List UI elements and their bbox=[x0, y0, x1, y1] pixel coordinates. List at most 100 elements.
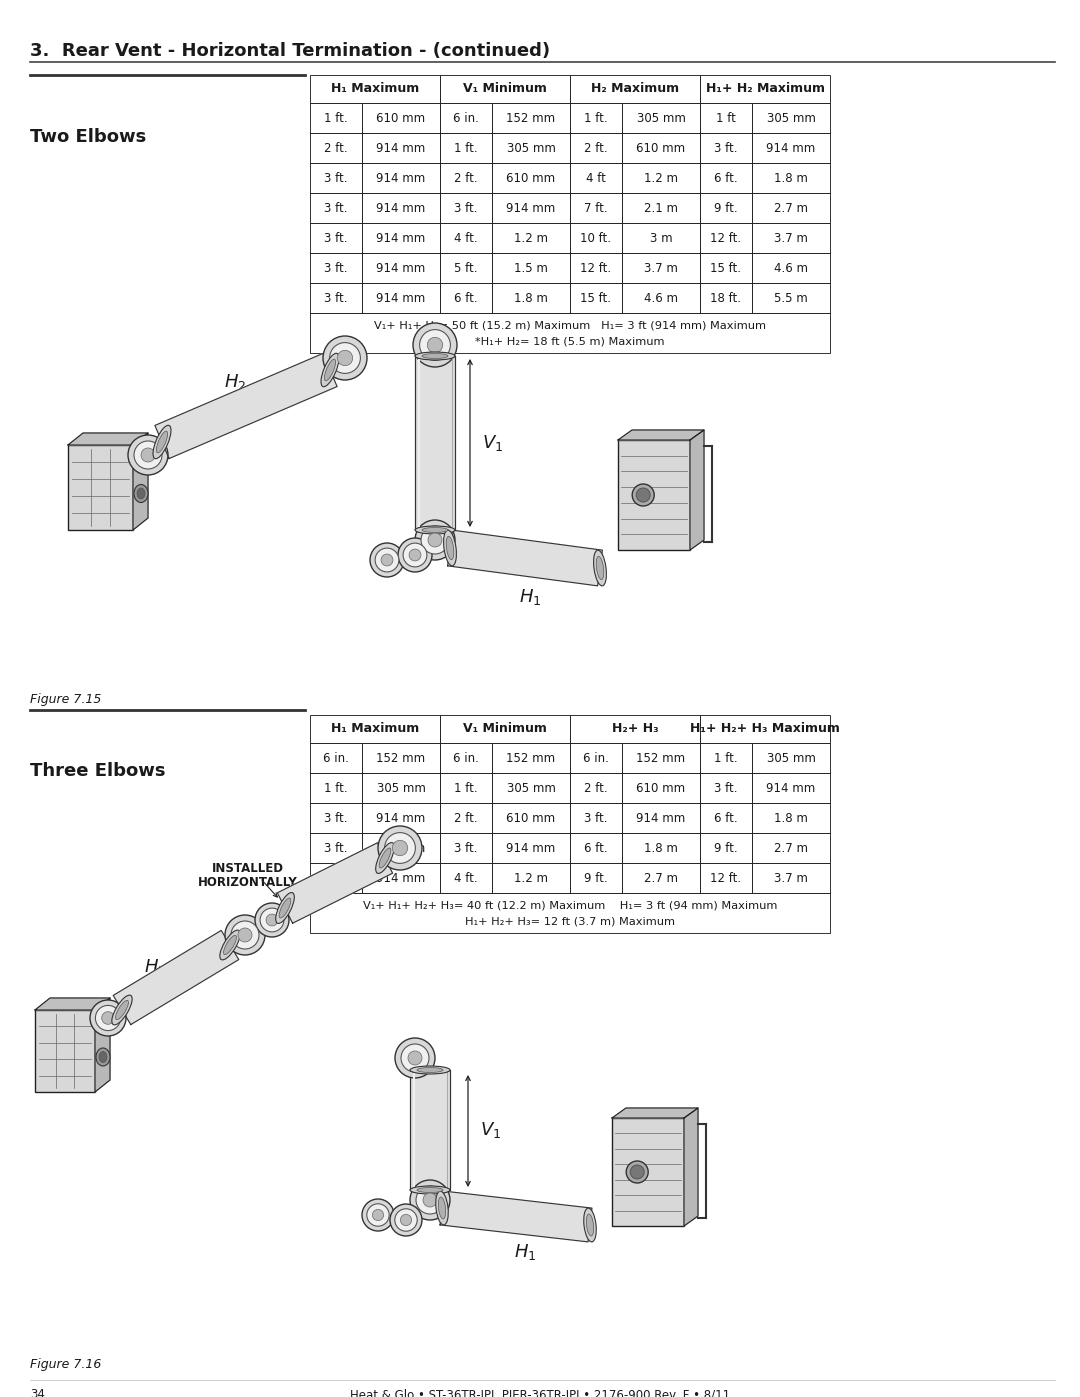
Text: 3.7 m: 3.7 m bbox=[774, 232, 808, 244]
Ellipse shape bbox=[324, 359, 336, 381]
Text: 4.6 m: 4.6 m bbox=[644, 292, 678, 305]
Bar bbox=[440, 284, 492, 313]
Ellipse shape bbox=[153, 425, 171, 458]
Bar bbox=[570, 253, 622, 284]
Bar bbox=[752, 863, 831, 893]
Ellipse shape bbox=[337, 351, 353, 366]
Text: 914 mm: 914 mm bbox=[376, 261, 426, 274]
Ellipse shape bbox=[435, 1192, 448, 1225]
Text: 152 mm: 152 mm bbox=[636, 752, 686, 764]
Text: H₂ Maximum: H₂ Maximum bbox=[591, 82, 679, 95]
Polygon shape bbox=[154, 353, 337, 458]
Text: 1.2 m: 1.2 m bbox=[644, 172, 678, 184]
Text: Figure 7.15: Figure 7.15 bbox=[30, 693, 102, 705]
Bar bbox=[752, 163, 831, 193]
Text: 1 ft.: 1 ft. bbox=[324, 112, 348, 124]
Ellipse shape bbox=[279, 898, 291, 918]
Ellipse shape bbox=[220, 930, 240, 960]
Bar bbox=[622, 163, 700, 193]
Bar bbox=[310, 133, 362, 163]
Text: 305 mm: 305 mm bbox=[636, 112, 686, 124]
Ellipse shape bbox=[90, 1000, 126, 1037]
Bar bbox=[700, 103, 752, 133]
Bar bbox=[570, 133, 622, 163]
Text: 2 ft.: 2 ft. bbox=[324, 141, 348, 155]
Text: $V_1$: $V_1$ bbox=[480, 1120, 501, 1140]
Polygon shape bbox=[278, 842, 393, 923]
Bar bbox=[492, 163, 570, 193]
Ellipse shape bbox=[428, 337, 443, 352]
Bar bbox=[570, 863, 622, 893]
Ellipse shape bbox=[413, 323, 457, 367]
Bar bbox=[700, 133, 752, 163]
Ellipse shape bbox=[112, 995, 132, 1025]
Ellipse shape bbox=[417, 1067, 443, 1073]
Bar bbox=[752, 284, 831, 313]
Polygon shape bbox=[440, 1192, 592, 1242]
Bar bbox=[362, 833, 440, 863]
Ellipse shape bbox=[632, 483, 654, 506]
Bar bbox=[622, 284, 700, 313]
Text: H₁+ H₂ Maximum: H₁+ H₂ Maximum bbox=[705, 82, 824, 95]
Bar bbox=[622, 253, 700, 284]
Text: 3 ft.: 3 ft. bbox=[714, 141, 738, 155]
Text: 3 ft.: 3 ft. bbox=[324, 201, 348, 215]
Text: V₁+ H₁+ H₂+ H₃= 40 ft (12.2 m) Maximum    H₁= 3 ft (94 mm) Maximum: V₁+ H₁+ H₂+ H₃= 40 ft (12.2 m) Maximum H… bbox=[363, 900, 778, 909]
Bar bbox=[752, 224, 831, 253]
Bar bbox=[362, 103, 440, 133]
Bar bbox=[612, 1118, 684, 1227]
Ellipse shape bbox=[379, 848, 391, 868]
Bar bbox=[440, 863, 492, 893]
Text: 3.7 m: 3.7 m bbox=[774, 872, 808, 884]
Text: 1.2 m: 1.2 m bbox=[514, 872, 548, 884]
Text: 3 ft.: 3 ft. bbox=[714, 781, 738, 795]
Text: 914 mm: 914 mm bbox=[376, 292, 426, 305]
Text: 914 mm: 914 mm bbox=[376, 812, 426, 824]
Bar bbox=[440, 743, 492, 773]
Text: 15 ft.: 15 ft. bbox=[581, 292, 611, 305]
Bar bbox=[362, 133, 440, 163]
Ellipse shape bbox=[367, 1204, 389, 1227]
Ellipse shape bbox=[409, 549, 421, 562]
Ellipse shape bbox=[594, 550, 606, 585]
Bar bbox=[570, 103, 622, 133]
Bar bbox=[570, 715, 700, 743]
Bar bbox=[622, 193, 700, 224]
Text: 914 mm: 914 mm bbox=[767, 781, 815, 795]
Ellipse shape bbox=[438, 1197, 446, 1220]
Bar bbox=[310, 715, 440, 743]
Ellipse shape bbox=[636, 488, 650, 502]
Text: 2.7 m: 2.7 m bbox=[774, 201, 808, 215]
Bar bbox=[310, 313, 831, 353]
Text: 12 ft.: 12 ft. bbox=[711, 872, 742, 884]
Bar bbox=[440, 133, 492, 163]
Bar bbox=[310, 163, 362, 193]
Bar bbox=[570, 163, 622, 193]
Text: V₁+ H₁+ H₂= 50 ft (15.2 m) Maximum   H₁= 3 ft (914 mm) Maximum: V₁+ H₁+ H₂= 50 ft (15.2 m) Maximum H₁= 3… bbox=[374, 320, 766, 330]
Text: 10 ft.: 10 ft. bbox=[581, 232, 611, 244]
Text: 12 ft.: 12 ft. bbox=[580, 261, 611, 274]
Bar bbox=[622, 863, 700, 893]
Polygon shape bbox=[133, 433, 148, 529]
Text: 6 ft.: 6 ft. bbox=[584, 841, 608, 855]
Text: 2 ft.: 2 ft. bbox=[584, 781, 608, 795]
Text: 9 ft.: 9 ft. bbox=[714, 201, 738, 215]
Bar bbox=[310, 224, 362, 253]
Text: 18 ft.: 18 ft. bbox=[711, 292, 742, 305]
Bar bbox=[622, 833, 700, 863]
Ellipse shape bbox=[390, 1204, 422, 1236]
Text: 3 ft.: 3 ft. bbox=[324, 261, 348, 274]
Bar bbox=[310, 253, 362, 284]
Text: 4.6 m: 4.6 m bbox=[774, 261, 808, 274]
Ellipse shape bbox=[392, 841, 408, 856]
Bar bbox=[68, 446, 133, 529]
Text: 610 mm: 610 mm bbox=[636, 781, 686, 795]
Bar bbox=[700, 833, 752, 863]
Text: 3 ft.: 3 ft. bbox=[324, 841, 348, 855]
Ellipse shape bbox=[422, 353, 448, 359]
Bar bbox=[700, 773, 752, 803]
Bar bbox=[752, 253, 831, 284]
Text: 2 ft.: 2 ft. bbox=[455, 812, 477, 824]
Text: 610 mm: 610 mm bbox=[507, 172, 555, 184]
Bar bbox=[700, 193, 752, 224]
